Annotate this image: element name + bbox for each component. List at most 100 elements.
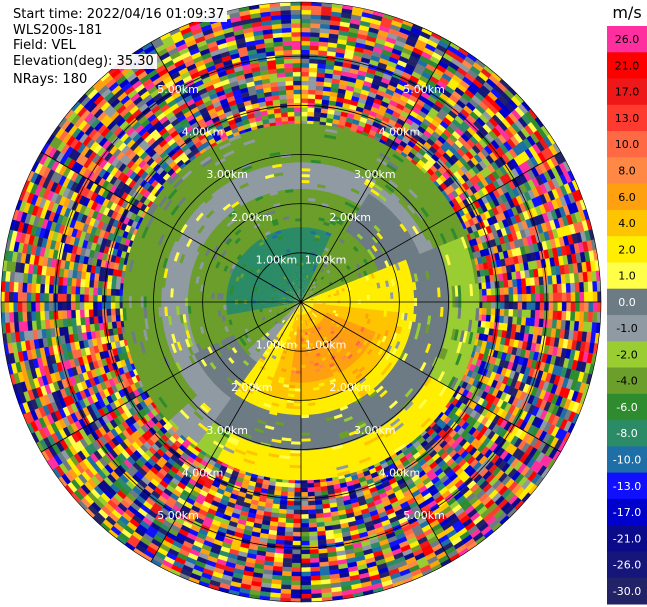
noise-gate [282,45,293,51]
noise-gate [307,500,316,506]
noise-gate [310,588,322,595]
noise-gate [517,294,523,303]
noise-gate [300,22,311,28]
noise-gate [538,276,544,286]
noise-gate [300,80,309,86]
noise-gate [486,288,492,296]
noise-gate [309,49,319,55]
noise-gate [106,288,112,296]
noise-gate [292,49,302,55]
noise-gate [294,107,302,112]
noise-gate [485,314,492,323]
noise-gate [307,116,315,122]
noise-gate [1,291,5,303]
noise-gate [293,84,302,90]
noise-gate [17,291,23,303]
noise-gate [280,5,291,11]
noise-gate [310,32,320,38]
noise-gate [508,301,514,310]
noise-gate [315,513,324,519]
noise-gate [92,294,98,303]
noise-gate [290,593,302,599]
noise-gate [300,500,309,506]
noise-gate [284,531,294,537]
noise-gate [62,276,68,286]
noise-gate [512,286,518,295]
noise-gate [300,40,311,46]
noise-gate [314,491,322,497]
noise-gate [522,293,527,303]
noise-gate [31,283,37,293]
noise-gate [300,584,312,590]
noise-gate [503,287,510,296]
noise-gate [110,295,116,303]
noise-gate [75,317,82,326]
noise-gate [291,36,302,42]
noise-gate [4,281,10,292]
noise-gate [535,301,541,311]
noise-gate [526,301,532,311]
noise-gate [300,31,311,37]
noise-gate [88,301,94,310]
noise-gate [579,311,585,322]
noise-gate [566,301,572,312]
noise-gate [26,311,32,322]
noise-gate [75,278,82,287]
noise-gate [309,535,318,542]
noise-gate [309,40,320,47]
noise-gate [308,522,317,528]
noise-gate [512,279,518,288]
noise-gate [575,301,581,312]
noise-gate [552,283,558,294]
noise-gate [281,116,289,122]
noise-gate [4,312,10,323]
noise-gate [513,294,519,303]
noise-gate [282,32,292,38]
noise-gate [308,513,317,519]
noise-gate [70,293,76,303]
noise-gate [44,283,50,294]
noise-gate [282,566,292,572]
noise-gate [499,294,505,303]
noise-gate [490,288,496,296]
noise-gate [597,291,601,303]
noise-gate [291,45,302,51]
noise-gate [281,575,292,581]
noise-gate [276,530,286,537]
noise-gate [315,89,324,96]
noise-gate [39,292,45,303]
noise-gate [48,301,54,311]
noise-gate [280,107,288,113]
noise-gate [291,22,302,28]
noise-gate [284,535,293,542]
noise-gate [526,309,532,319]
noise-gate [313,482,321,488]
noise-gate [508,309,514,317]
noise-gate [597,301,601,313]
noise-gate [491,295,496,303]
noise-gate [592,291,598,303]
noise-gate [13,291,19,303]
noise-gate [281,580,292,586]
noise-gate [574,311,580,322]
noise-gate [75,293,80,303]
noise-gate [530,293,536,303]
noise-gate [300,527,310,533]
noise-gate [70,285,76,295]
noise-gate [579,282,585,293]
noise-gate [294,492,302,497]
noise-gate [309,36,320,42]
noise-gate [300,558,311,564]
noise-gate [526,285,532,295]
noise-gate [529,317,536,327]
noise-gate [503,316,509,324]
noise-gate [97,308,103,317]
noise-gate [83,294,89,303]
noise-gate [79,294,85,303]
noise-gate [290,5,302,11]
noise-gate [535,293,541,303]
noise-gate [287,487,295,493]
noise-gate [313,111,322,118]
noise-gate [592,312,598,323]
noise-gate [565,311,571,321]
